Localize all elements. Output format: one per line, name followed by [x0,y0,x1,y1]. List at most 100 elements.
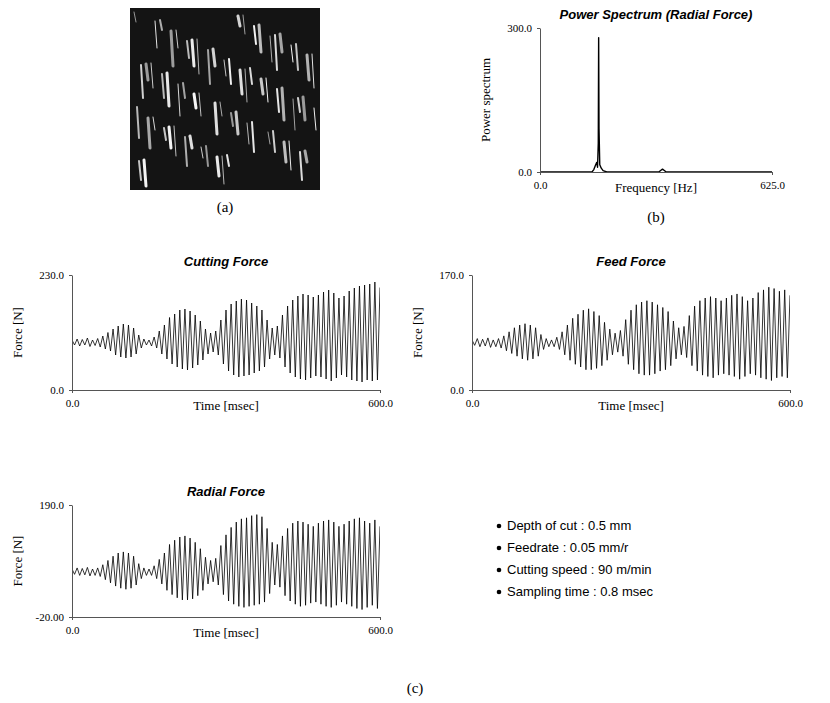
photo-streak [220,102,222,116]
plot-area [72,282,380,382]
y-tick-mark [69,617,72,618]
y-tick-mark [469,390,472,391]
photo-streak [178,84,180,116]
parameter: Feedrate : 0.05 mm/r [507,540,629,555]
photo-streak [291,45,293,62]
x-tick-mark [790,390,791,393]
photo-streak [139,161,141,180]
panel-label: (a) [217,199,234,216]
photo-streak [298,98,300,112]
y-axis: 0.0 300.0 [507,22,540,178]
photo-streak [300,152,302,180]
x-axis-line [73,617,381,618]
photo-streak [229,59,231,84]
photo-streak [250,68,252,84]
panel-label: (b) [647,209,665,226]
y-tick-label: 170.0 [439,269,464,281]
photo-streak [208,50,210,84]
chart-title: Cutting Force [184,254,269,269]
y-axis-line [72,276,73,391]
photo-streak [284,142,286,162]
photo-streak [197,39,199,74]
x-tick-label: 600.0 [368,624,393,636]
photo-streak [254,26,256,44]
y-axis-title: Force [N] [10,536,25,587]
photo-streak [282,88,284,120]
photo-streak [190,136,192,148]
y-axis-title: Power spectrum [478,58,493,142]
chart-title: Radial Force [187,484,265,499]
y-tick-mark [69,390,72,391]
photo-streak [201,147,203,158]
bullet [497,590,502,595]
signal-line [540,38,772,172]
y-tick-mark [69,275,72,276]
photo-streak [245,69,247,102]
parameter: Depth of cut : 0.5 mm [507,518,631,533]
y-tick-label: 0.0 [50,384,64,396]
y-tick-label: 190.0 [39,499,64,511]
photo-streak [289,141,291,170]
y-tick-mark [537,28,540,29]
photo-streak [303,97,305,120]
x-tick-mark [380,617,381,620]
y-tick: 170.0 [439,269,472,281]
photo-streak [314,108,316,130]
x-tick-label: 600.0 [368,397,393,409]
chart: 0.0625.00.0300.0Power Spectrum (Radial F… [478,7,785,195]
photo-streak [155,21,157,48]
bullet [497,524,502,529]
y-tick-label: 230.0 [39,269,64,281]
photo-streak [185,137,187,166]
x-axis-line [541,172,773,173]
photo-streak [266,78,268,102]
photo-streak [222,156,224,184]
photo-streak [206,146,208,166]
bullet [497,546,502,551]
y-axis-title: Force [N] [410,307,425,358]
photo-streak [192,40,194,66]
photo-streak [171,31,173,66]
chart-title: Power Spectrum (Radial Force) [560,7,753,22]
x-tick-label: 0.0 [466,397,480,409]
x-tick: 600.0 [778,390,803,409]
photo-streak [141,65,143,98]
photo-streak [187,41,189,58]
photo-streak [151,63,153,88]
x-tick-mark [772,172,773,175]
y-tick: 0.0 [50,384,72,396]
photo-streak [153,117,155,130]
x-tick: 0.0 [466,390,480,409]
y-axis: 0.0 230.0 [39,269,72,396]
signal-line [72,515,380,610]
y-tick: 300.0 [507,22,540,34]
y-tick-mark [469,275,472,276]
chart-title: Feed Force [596,254,665,269]
y-axis-title: Force [N] [10,307,25,358]
photo-streak [162,74,164,98]
photo-streak [236,112,238,134]
y-tick-label: 0.0 [518,166,532,178]
x-tick-label: 0.0 [534,179,548,191]
photo-streak [270,36,272,62]
x-tick-mark [380,390,381,393]
photo-streak [268,132,270,144]
chart: 0.0600.00.0230.0Cutting ForceTime [msec]… [10,254,393,413]
y-tick: 0.0 [518,166,540,178]
y-axis-line [472,276,473,391]
y-tick: 0.0 [450,384,472,396]
chart: 0.0600.0-20.00190.0Radial ForceTime [mse… [10,484,393,640]
y-axis-line [72,506,73,618]
x-tick-label: 0.0 [66,397,80,409]
photo-streak [277,89,279,112]
photo-streak [194,94,196,108]
x-axis-line [73,390,381,391]
photo-streak [164,128,166,140]
photo-streak [167,73,169,106]
photo-streak [240,70,242,94]
bullet [497,568,502,573]
photo-streak [238,16,240,26]
photo-streak [243,15,245,34]
y-tick-mark [537,172,540,173]
signal-line [472,287,790,380]
